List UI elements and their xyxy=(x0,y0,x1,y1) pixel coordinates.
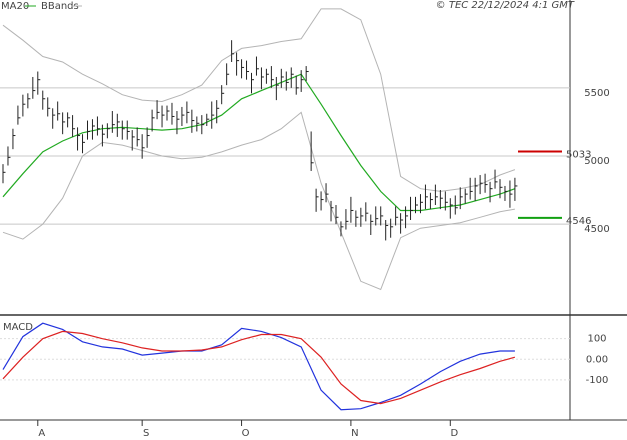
bband-upper xyxy=(2,8,516,192)
x-tick-label: O xyxy=(242,428,250,439)
y-tick-label: 5000 xyxy=(584,156,609,167)
x-tick-label: N xyxy=(351,428,358,439)
legend-entry: BBands xyxy=(41,1,79,12)
level-label: 5033 xyxy=(566,149,591,160)
macd-line xyxy=(2,330,516,405)
x-tick-label: D xyxy=(450,428,458,439)
y-tick-label: 5500 xyxy=(584,88,609,99)
y-tick-label: 0.00 xyxy=(586,354,608,365)
x-tick-label: A xyxy=(38,428,45,439)
y-tick-label: 100 xyxy=(587,334,606,345)
macd-title: MACD xyxy=(3,322,33,333)
bband-lower xyxy=(2,111,515,291)
level-label: 4546 xyxy=(566,216,591,227)
source: © TEC 22/12/2024 4:1 GMT xyxy=(436,0,575,11)
macd-line xyxy=(2,322,515,411)
legend-entry: MA20 xyxy=(1,1,29,12)
y-tick-label: 4500 xyxy=(584,224,609,235)
y-tick-label: -100 xyxy=(586,375,609,386)
x-tick-label: S xyxy=(143,428,149,439)
ma-line xyxy=(2,73,516,212)
